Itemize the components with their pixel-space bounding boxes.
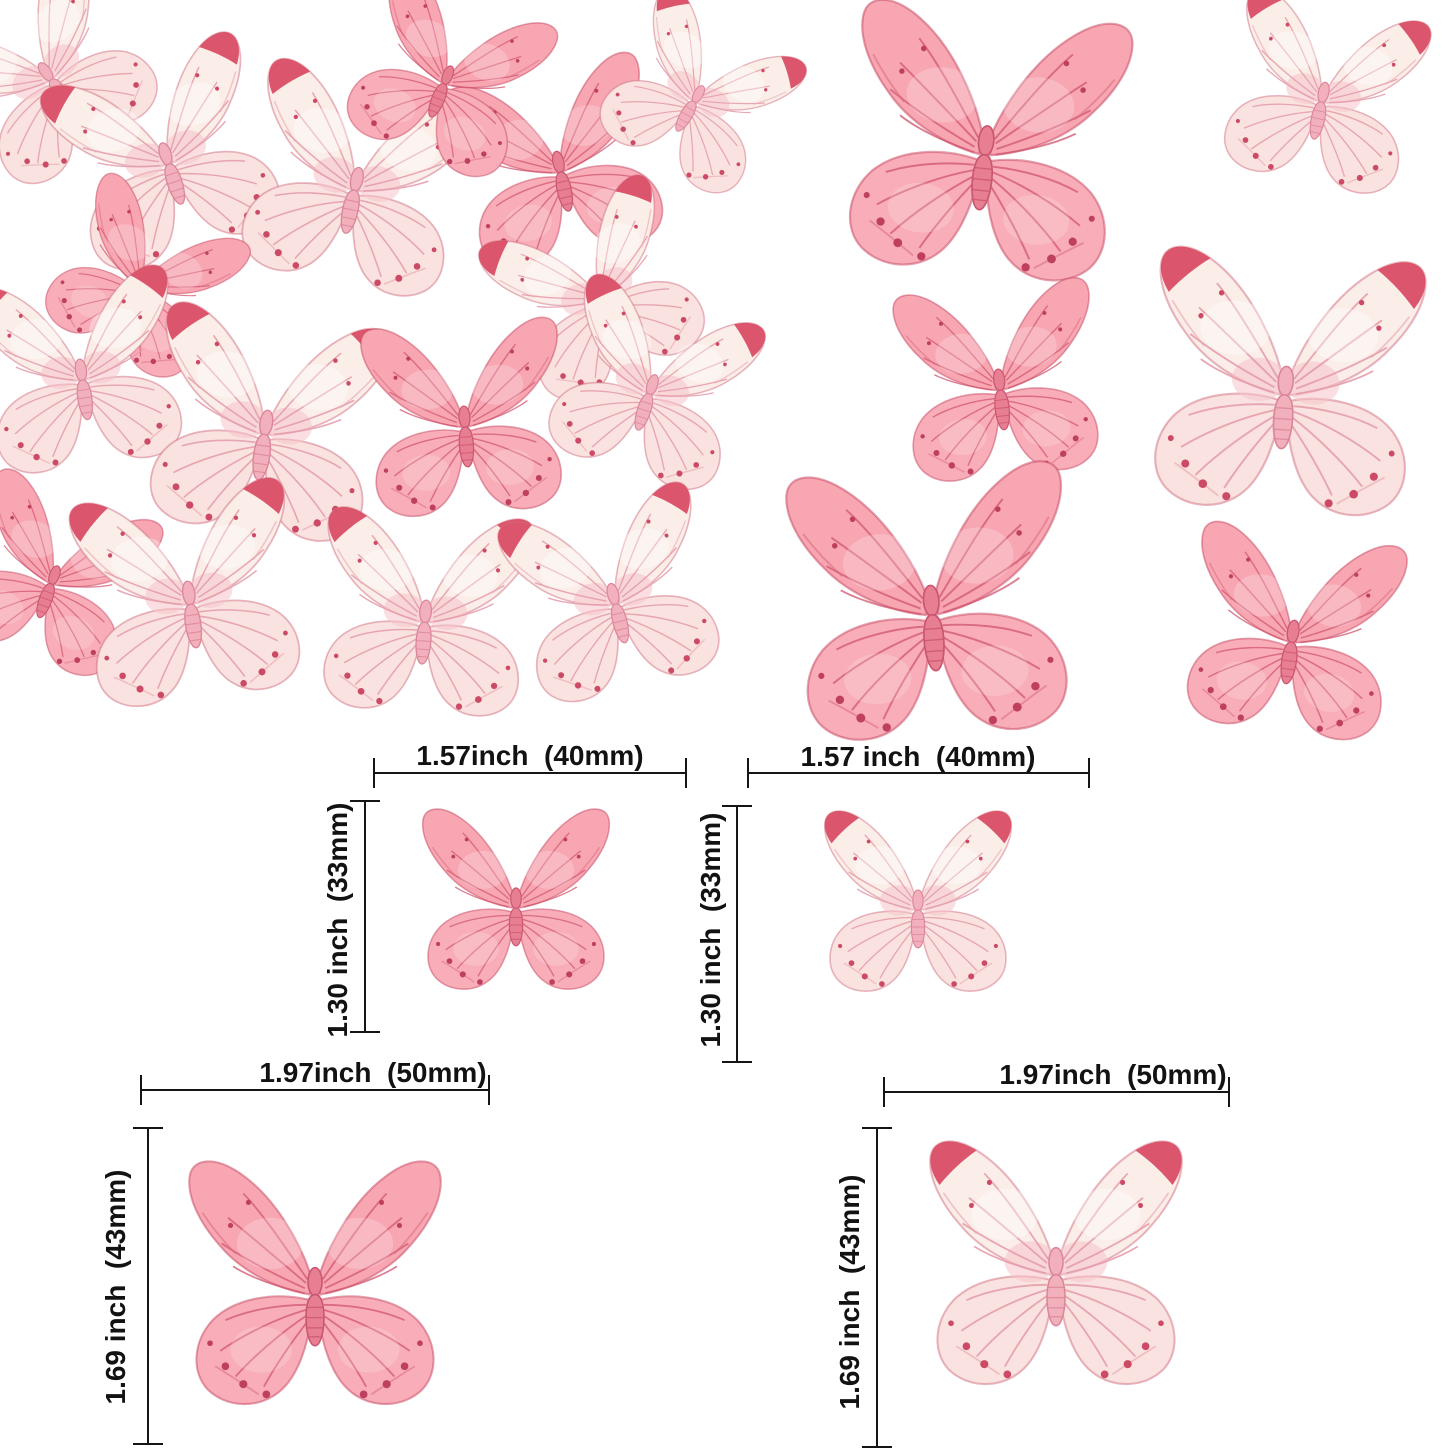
butterfly-cream [825,811,1012,991]
height-line-small-cream [722,805,752,1063]
butterfly-pink [892,276,1107,485]
height-label-large-cream: 1.69 inch (43mm) [834,1174,865,1410]
height-line-large-cream [862,1127,892,1448]
width-line-large-cream [883,1077,1230,1107]
butterfly-cream [930,1141,1182,1384]
width-label-small-pink: 1.57inch (40mm) [416,740,644,771]
butterfly-singles [785,0,1434,745]
butterfly-pink [189,1161,441,1404]
width-label-small-cream: 1.57 inch (40mm) [800,741,1036,772]
height-label-small-pink: 1.30 inch (33mm) [322,802,353,1038]
butterfly-pile [0,0,811,719]
height-label-large-pink: 1.69 inch (43mm) [100,1169,131,1405]
width-label-large-pink: 1.97inch (50mm) [259,1057,487,1088]
butterfly-cream [1213,0,1433,201]
height-label-small-cream: 1.30 inch (33mm) [695,812,726,1048]
width-line-large-pink [140,1075,490,1105]
butterfly-pink [785,460,1078,744]
width-line-small-cream [747,758,1090,788]
width-label-large-cream: 1.97inch (50mm) [999,1059,1227,1090]
butterfly-pink [838,0,1135,286]
butterfly-cream [495,479,732,711]
height-line-small-pink [350,800,380,1033]
butterfly-pink [423,809,610,989]
height-line-large-pink [133,1127,163,1445]
butterfly-pink [1177,520,1409,746]
butterfly-pink [360,316,569,519]
width-line-small-pink [373,758,687,788]
butterfly-cream [1144,245,1426,519]
